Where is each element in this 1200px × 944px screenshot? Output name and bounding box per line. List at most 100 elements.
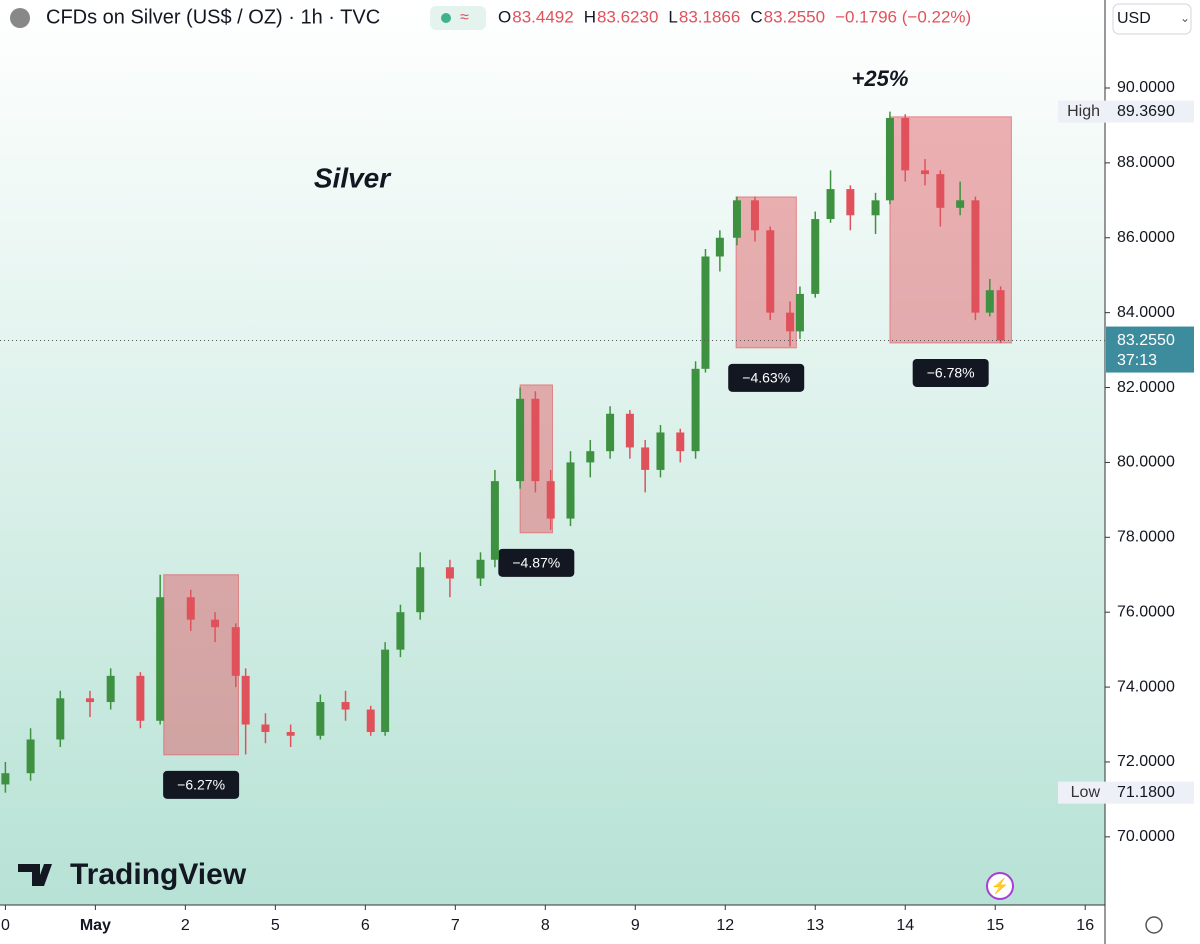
candle-body	[381, 649, 390, 733]
drawdown-label: −6.27%	[177, 777, 225, 793]
candle-body	[156, 597, 165, 721]
alert-icon[interactable]	[986, 872, 1014, 900]
x-tick-label: 15	[986, 917, 1004, 934]
settings-icon[interactable]	[1145, 916, 1163, 934]
candle-body	[795, 293, 804, 332]
candle-body	[766, 230, 775, 313]
brand-logo: TradingView	[18, 858, 247, 891]
y-tick-label: 88.0000	[1117, 154, 1175, 171]
drawdown-box	[163, 574, 239, 756]
candle-body	[996, 290, 1005, 341]
candle-body	[341, 702, 350, 710]
chart-title: CFDs on Silver (US$ / OZ) · 1h · TVC	[46, 6, 380, 28]
ohlc-value: 83.1866	[679, 7, 740, 26]
ohlc-key: O	[498, 7, 511, 26]
candle-body	[985, 290, 994, 313]
x-tick-label: 14	[896, 917, 914, 934]
candle-body	[516, 398, 525, 482]
drawdown-label-bg	[163, 770, 240, 799]
y-tick-label: 78.0000	[1117, 529, 1175, 546]
candle-body	[416, 567, 425, 613]
candle-body	[606, 413, 615, 452]
candle-body	[566, 462, 575, 519]
price-label-name: Low	[1071, 784, 1101, 801]
candle-body	[316, 702, 325, 736]
time-axis	[0, 905, 1105, 944]
ohlc-header: O 83.4492 H 83.6230 L 83.1866 C 83.2550 −0.1796 …	[498, 7, 971, 26]
candle-body	[956, 200, 965, 208]
x-tick-label: 0	[1, 917, 10, 934]
candle-body	[885, 117, 894, 201]
drawdown-label-bg	[912, 358, 989, 387]
y-tick-label: 74.0000	[1117, 678, 1175, 695]
ohlc-value: 83.6230	[597, 7, 658, 26]
candle-body	[531, 398, 540, 482]
candle-body	[396, 612, 405, 650]
countdown: 37:13	[1117, 352, 1157, 369]
x-tick-label: 9	[631, 917, 640, 934]
candle-body	[701, 256, 710, 369]
candle-body	[445, 567, 454, 579]
annotation-gain: +25%	[852, 66, 909, 91]
x-tick-label: 2	[181, 917, 190, 934]
candle-body	[676, 432, 685, 452]
status-dot	[441, 13, 451, 23]
price-label-bg	[1058, 100, 1194, 123]
last-price-bg	[1106, 326, 1194, 373]
price-label-value: 89.3690	[1117, 103, 1175, 120]
ohlc-key: C	[750, 7, 762, 26]
symbol-icon	[10, 8, 30, 28]
candle-body	[691, 368, 700, 452]
alert-glyph: ⚡	[991, 877, 1010, 895]
y-tick-label: 90.0000	[1117, 79, 1175, 96]
candle-body	[846, 189, 855, 216]
drawdown-label: −4.87%	[512, 555, 560, 571]
candle-body	[261, 724, 270, 733]
y-tick-label: 86.0000	[1117, 229, 1175, 246]
drawdown-label-bg	[498, 548, 575, 577]
ohlc-value: 83.2550	[764, 7, 825, 26]
candle-body	[106, 675, 115, 703]
candle-body	[656, 432, 665, 470]
candle-body	[476, 559, 485, 579]
x-tick-label: 6	[361, 917, 370, 934]
price-label-name: High	[1067, 103, 1100, 120]
candle-body	[211, 619, 220, 628]
candle-body	[750, 200, 759, 231]
candle-body	[901, 117, 910, 171]
x-tick-label: 8	[541, 917, 550, 934]
candle-body	[26, 739, 35, 774]
candle-body	[286, 732, 295, 736]
candle-body	[921, 170, 930, 175]
annotation-title: Silver	[314, 162, 392, 193]
candle-body	[546, 481, 555, 519]
candle-body	[811, 219, 820, 294]
y-tick-label: 82.0000	[1117, 379, 1175, 396]
candle-body	[641, 447, 650, 470]
ohlc-key: L	[668, 7, 677, 26]
candle-body	[490, 481, 499, 560]
candle-body	[871, 200, 880, 216]
x-tick-label: May	[80, 917, 111, 934]
brand: TradingView	[70, 858, 247, 891]
candle-body	[936, 174, 945, 208]
price-label-value: 71.1800	[1117, 784, 1175, 801]
currency-button[interactable]	[1112, 3, 1192, 35]
x-tick-label: 13	[806, 917, 824, 934]
candle-body	[136, 675, 145, 721]
candle-body	[241, 675, 250, 725]
y-tick-label: 80.0000	[1117, 454, 1175, 471]
x-tick-label: 5	[271, 917, 280, 934]
candle-body	[366, 709, 375, 733]
drawdown-label-bg	[728, 363, 805, 392]
candle-body	[732, 200, 741, 238]
candle-body	[625, 413, 634, 448]
y-tick-label: 70.0000	[1117, 828, 1175, 845]
logo-mark	[18, 864, 52, 886]
candle-body	[826, 189, 835, 220]
candle-body	[786, 312, 795, 332]
x-tick-label: 16	[1076, 917, 1094, 934]
price-label-bg	[1058, 781, 1194, 804]
